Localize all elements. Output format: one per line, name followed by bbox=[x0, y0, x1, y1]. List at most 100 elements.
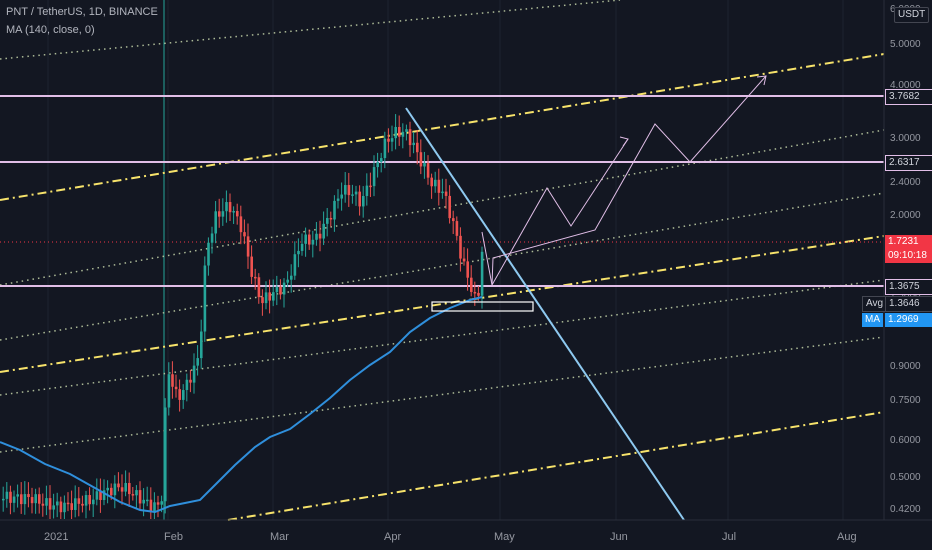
candlesticks bbox=[2, 114, 484, 519]
price-tick-label: 0.5000 bbox=[890, 472, 921, 483]
level-tag-1-3675: 1.3675 bbox=[885, 279, 932, 295]
projection-path-2[interactable] bbox=[491, 75, 767, 286]
candle-body bbox=[160, 501, 163, 505]
price-tick-label: 0.7500 bbox=[890, 395, 921, 406]
candle-body bbox=[81, 503, 84, 506]
candle-body bbox=[128, 483, 131, 495]
time-tick-label: Aug bbox=[837, 531, 857, 543]
candle-body bbox=[106, 487, 109, 491]
symbol-legend[interactable]: PNT / TetherUS, 1D, BINANCE bbox=[6, 6, 158, 18]
candle-body bbox=[77, 498, 81, 504]
ma-line[interactable] bbox=[0, 296, 483, 514]
ma-name-tag: MA bbox=[862, 313, 883, 327]
candle-body bbox=[203, 265, 207, 332]
candle-body bbox=[221, 211, 225, 217]
candle-body bbox=[430, 177, 433, 187]
candle-body bbox=[257, 277, 261, 298]
candle-body bbox=[23, 494, 27, 505]
price-tick-label: 0.4200 bbox=[890, 504, 921, 515]
candle-body bbox=[272, 292, 275, 301]
candle-body bbox=[174, 386, 178, 390]
candle-body bbox=[228, 202, 232, 213]
candle-body bbox=[207, 242, 210, 266]
candle-body bbox=[344, 185, 347, 195]
candle-body bbox=[2, 498, 5, 501]
candle-body bbox=[347, 185, 351, 196]
candle-body bbox=[59, 501, 63, 513]
candle-body bbox=[246, 236, 250, 257]
candle-body bbox=[52, 505, 55, 510]
candle-body bbox=[372, 167, 376, 187]
candle-body bbox=[200, 331, 203, 359]
candle-body bbox=[34, 494, 37, 504]
candle-body bbox=[354, 191, 358, 195]
candle-body bbox=[88, 495, 91, 505]
time-tick-label: May bbox=[494, 531, 515, 543]
candle-body bbox=[99, 491, 102, 500]
candle-body bbox=[45, 498, 48, 506]
candle-body bbox=[336, 198, 340, 201]
candle-body bbox=[250, 256, 253, 277]
price-tick-label: 0.9000 bbox=[890, 361, 921, 372]
candle-body bbox=[156, 502, 160, 505]
candle-body bbox=[66, 502, 70, 505]
candle-body bbox=[466, 261, 469, 278]
candle-body bbox=[243, 232, 246, 237]
candle-body bbox=[286, 279, 289, 283]
countdown-tag: 09:10:18 bbox=[885, 249, 932, 263]
candle-body bbox=[405, 129, 408, 132]
candle-body bbox=[239, 216, 243, 233]
channel-dotted-lines[interactable] bbox=[0, 0, 885, 453]
candle-body bbox=[56, 501, 59, 506]
candle-body bbox=[30, 497, 34, 504]
candle-body bbox=[214, 211, 217, 234]
candle-body bbox=[441, 191, 444, 194]
candle-body bbox=[95, 491, 99, 500]
time-tick-label: Feb bbox=[164, 531, 183, 543]
candle-body bbox=[462, 258, 466, 262]
candle-body bbox=[394, 126, 397, 139]
descending-trendline[interactable] bbox=[405, 107, 685, 521]
currency-label[interactable]: USDT bbox=[894, 7, 930, 23]
candle-body bbox=[254, 276, 257, 279]
candle-body bbox=[261, 297, 264, 304]
candle-body bbox=[315, 233, 318, 240]
projection-path-1[interactable] bbox=[481, 136, 629, 287]
candle-body bbox=[398, 126, 401, 137]
channel-dashed-lines[interactable] bbox=[0, 53, 885, 521]
time-tick-label: Mar bbox=[270, 531, 289, 543]
candle-body bbox=[138, 490, 142, 504]
candle-body bbox=[311, 239, 315, 245]
candle-body bbox=[74, 498, 77, 510]
candle-body bbox=[131, 494, 135, 496]
candle-body bbox=[452, 218, 455, 222]
price-tick-label: 2.0000 bbox=[890, 210, 921, 221]
candle-body bbox=[189, 379, 192, 383]
candle-body bbox=[113, 483, 117, 496]
candle-body bbox=[351, 194, 354, 196]
candle-body bbox=[5, 491, 9, 499]
candle-body bbox=[182, 390, 185, 400]
candle-body bbox=[120, 487, 124, 492]
candle-body bbox=[358, 191, 361, 207]
candle-body bbox=[297, 250, 300, 255]
candle-body bbox=[437, 179, 441, 193]
candle-body bbox=[473, 291, 477, 294]
candle-body bbox=[164, 407, 167, 502]
candle-body bbox=[416, 142, 419, 153]
candle-body bbox=[167, 374, 171, 408]
candle-body bbox=[196, 358, 199, 366]
candle-body bbox=[369, 185, 372, 188]
candle-body bbox=[308, 234, 311, 245]
support-zone-box[interactable] bbox=[431, 301, 534, 312]
candle-body bbox=[63, 502, 66, 513]
ma-legend[interactable]: MA (140, close, 0) bbox=[6, 24, 95, 36]
candle-body bbox=[27, 494, 30, 498]
price-tick-label: 3.0000 bbox=[890, 133, 921, 144]
candle-body bbox=[117, 483, 120, 488]
price-tick-label: 0.6000 bbox=[890, 435, 921, 446]
candle-body bbox=[290, 275, 293, 280]
level-tag-3-7682: 3.7682 bbox=[885, 89, 932, 105]
candle-body bbox=[146, 499, 149, 502]
